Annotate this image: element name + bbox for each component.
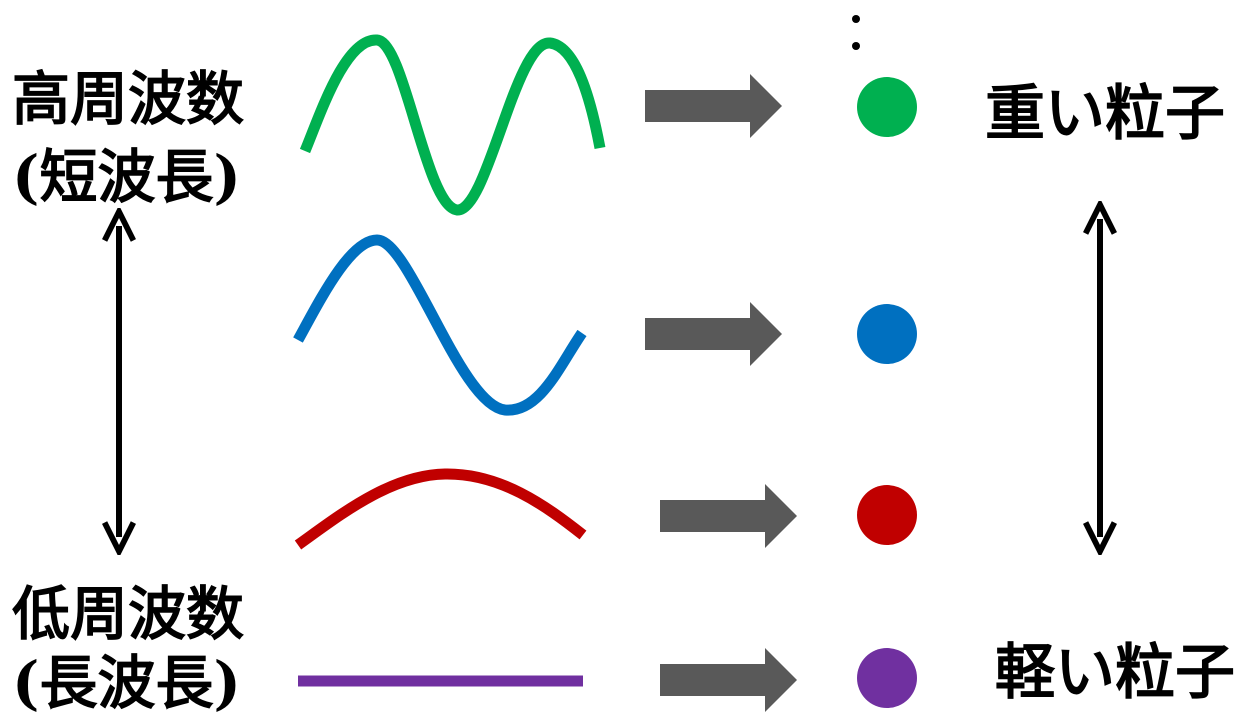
high-frequency-wave — [299, 34, 606, 216]
block-arrow-row-4 — [660, 648, 797, 712]
particle-green — [857, 77, 917, 137]
continuation-dot-lower — [852, 42, 860, 50]
heavy-particle-label: 重い粒子 — [985, 79, 1225, 149]
low-frequency-label: 低周波数 — [12, 580, 245, 648]
block-arrow-row-1 — [645, 74, 782, 138]
long-wavelength-label: (長波長) — [12, 649, 241, 717]
block-arrow-row-2 — [645, 302, 782, 366]
particle-purple — [857, 648, 917, 708]
particle-blue — [857, 304, 917, 364]
low-frequency-wave — [294, 468, 587, 550]
continuation-dot-upper — [852, 15, 860, 23]
mid-frequency-wave — [293, 234, 587, 416]
particle-red — [857, 485, 917, 545]
block-arrow-row-3 — [660, 484, 797, 548]
high-frequency-label: 高周波数 — [12, 65, 245, 133]
short-wavelength-label: (短波長) — [12, 143, 241, 211]
light-particle-label: 軽い粒子 — [995, 638, 1235, 708]
